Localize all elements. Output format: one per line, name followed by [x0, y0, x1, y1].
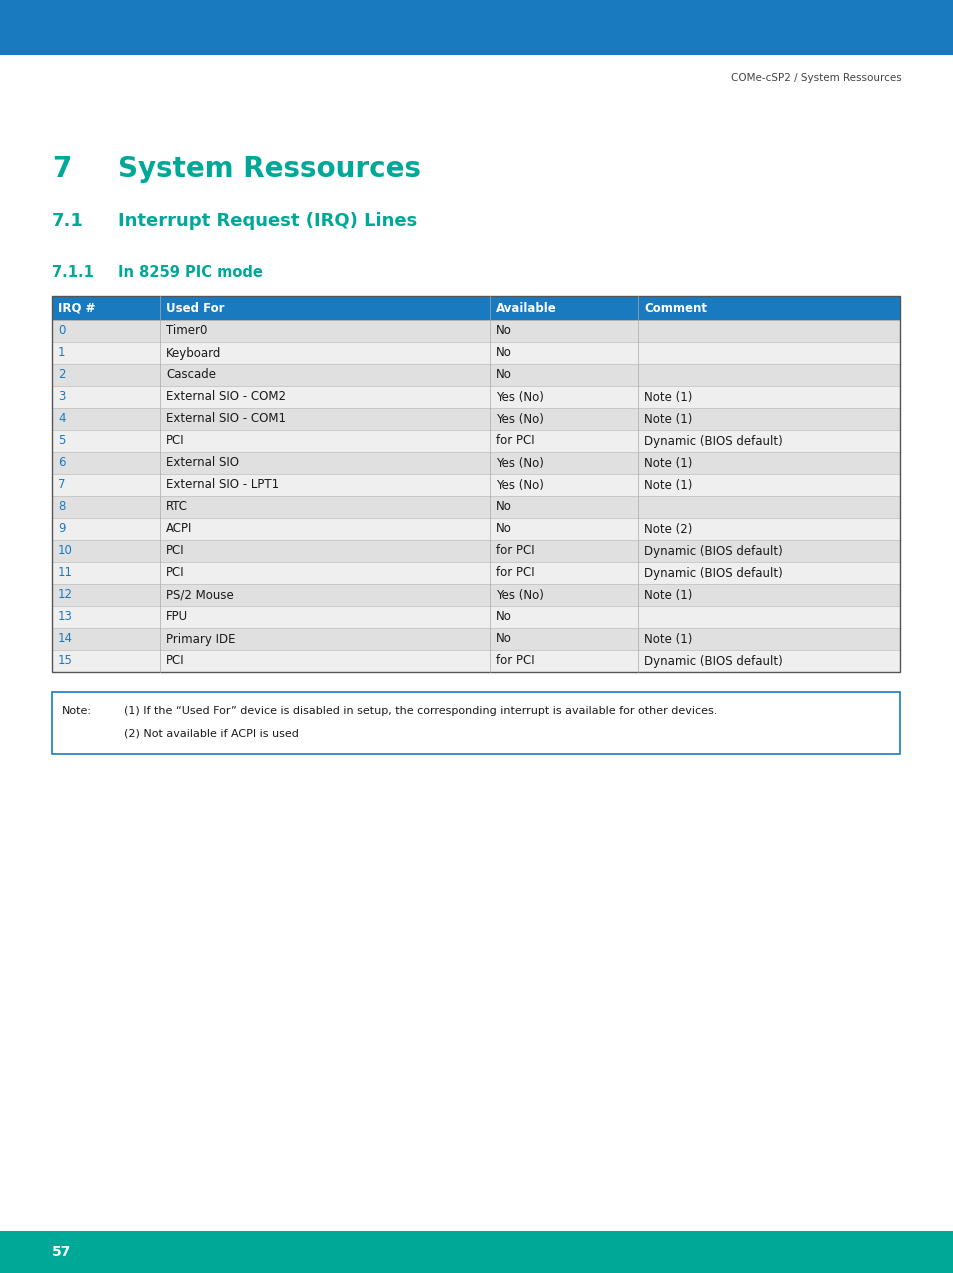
Text: 7: 7 [58, 479, 66, 491]
Text: Primary IDE: Primary IDE [166, 633, 235, 645]
Text: 12: 12 [58, 588, 73, 602]
Bar [52, 297, 899, 320]
Text: 15: 15 [58, 654, 72, 667]
Text: Interrupt Request (IRQ) Lines: Interrupt Request (IRQ) Lines [118, 213, 416, 230]
Text: Yes (No): Yes (No) [496, 479, 543, 491]
Text: Note (1): Note (1) [643, 457, 692, 470]
Bar [52, 474, 899, 496]
Bar [52, 584, 899, 606]
Text: External SIO - COM1: External SIO - COM1 [166, 412, 286, 425]
Text: ACPI: ACPI [166, 522, 193, 536]
Text: Dynamic (BIOS default): Dynamic (BIOS default) [643, 654, 781, 667]
Text: Keyboard: Keyboard [166, 346, 221, 359]
Text: 11: 11 [58, 566, 73, 579]
Text: 7.1.1: 7.1.1 [52, 265, 93, 280]
Text: 57: 57 [52, 1245, 71, 1259]
Text: 1: 1 [58, 346, 66, 359]
Text: No: No [496, 368, 512, 382]
Bar [52, 409, 899, 430]
Text: 7.1: 7.1 [52, 213, 84, 230]
Text: 6: 6 [58, 457, 66, 470]
Text: 8: 8 [58, 500, 66, 513]
Text: (2) Not available if ACPI is used: (2) Not available if ACPI is used [124, 728, 298, 738]
Text: Timer0: Timer0 [166, 325, 207, 337]
Text: Yes (No): Yes (No) [496, 391, 543, 404]
Text: Note (1): Note (1) [643, 633, 692, 645]
Text: Dynamic (BIOS default): Dynamic (BIOS default) [643, 434, 781, 448]
Text: Yes (No): Yes (No) [496, 457, 543, 470]
Bar [52, 606, 899, 628]
Text: No: No [496, 325, 512, 337]
Text: RTC: RTC [166, 500, 188, 513]
Text: Note (1): Note (1) [643, 588, 692, 602]
Text: Note (1): Note (1) [643, 412, 692, 425]
Text: PCI: PCI [166, 545, 185, 558]
Text: 0: 0 [58, 325, 66, 337]
Text: FPU: FPU [166, 611, 188, 624]
Text: for PCI: for PCI [496, 654, 534, 667]
Text: External SIO - LPT1: External SIO - LPT1 [166, 479, 279, 491]
Text: 4: 4 [58, 412, 66, 425]
Text: External SIO - COM2: External SIO - COM2 [166, 391, 286, 404]
Bar [52, 628, 899, 651]
Bar [52, 561, 899, 584]
Bar [52, 386, 899, 409]
Text: Note (1): Note (1) [643, 479, 692, 491]
Text: PS/2 Mouse: PS/2 Mouse [166, 588, 233, 602]
Text: IRQ #: IRQ # [58, 302, 95, 314]
Text: No: No [496, 522, 512, 536]
Text: 10: 10 [58, 545, 72, 558]
Text: Available: Available [496, 302, 557, 314]
Text: In 8259 PIC mode: In 8259 PIC mode [118, 265, 263, 280]
Text: External SIO: External SIO [166, 457, 239, 470]
Bar [52, 496, 899, 518]
Text: for PCI: for PCI [496, 434, 534, 448]
Text: No: No [496, 611, 512, 624]
Text: for PCI: for PCI [496, 566, 534, 579]
Bar [0, 0, 953, 55]
Bar [52, 452, 899, 474]
Text: Comment: Comment [643, 302, 706, 314]
Bar [52, 693, 899, 754]
Text: PCI: PCI [166, 434, 185, 448]
Text: Cascade: Cascade [166, 368, 215, 382]
Text: 2: 2 [58, 368, 66, 382]
Text: Note (1): Note (1) [643, 391, 692, 404]
Text: Note:: Note: [62, 707, 91, 715]
Text: Yes (No): Yes (No) [496, 588, 543, 602]
Text: 7: 7 [52, 155, 71, 183]
Bar [52, 297, 899, 672]
Text: COMe-cSP2 / System Ressources: COMe-cSP2 / System Ressources [731, 73, 901, 83]
Text: PCI: PCI [166, 566, 185, 579]
Text: Yes (No): Yes (No) [496, 412, 543, 425]
Bar [52, 364, 899, 386]
Text: 13: 13 [58, 611, 72, 624]
Bar [52, 540, 899, 561]
Bar [52, 430, 899, 452]
Text: PCI: PCI [166, 654, 185, 667]
Bar [52, 342, 899, 364]
Text: (1) If the “Used For” device is disabled in setup, the corresponding interrupt i: (1) If the “Used For” device is disabled… [124, 707, 717, 715]
Text: No: No [496, 346, 512, 359]
Text: No: No [496, 500, 512, 513]
Bar [0, 1231, 953, 1273]
Text: Used For: Used For [166, 302, 224, 314]
Bar [52, 320, 899, 342]
Text: 3: 3 [58, 391, 66, 404]
Text: 5: 5 [58, 434, 66, 448]
Bar [52, 651, 899, 672]
Text: Note (2): Note (2) [643, 522, 692, 536]
Text: Dynamic (BIOS default): Dynamic (BIOS default) [643, 566, 781, 579]
Text: 9: 9 [58, 522, 66, 536]
Text: Dynamic (BIOS default): Dynamic (BIOS default) [643, 545, 781, 558]
Text: 14: 14 [58, 633, 73, 645]
Text: for PCI: for PCI [496, 545, 534, 558]
Text: System Ressources: System Ressources [118, 155, 420, 183]
Bar [52, 518, 899, 540]
Text: No: No [496, 633, 512, 645]
